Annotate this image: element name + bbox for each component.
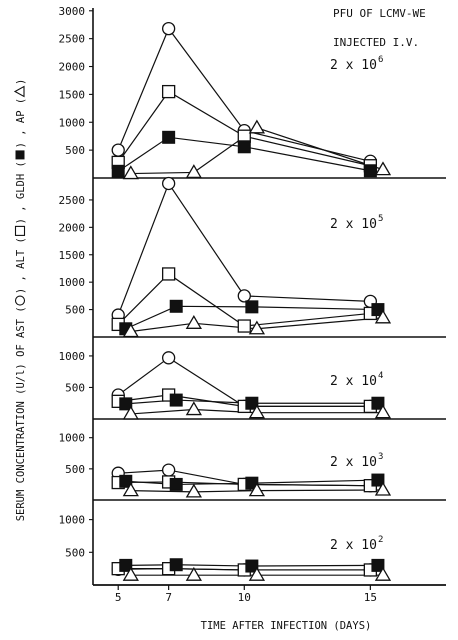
- x-tick-label: 5: [115, 591, 122, 604]
- point-alt: [163, 268, 175, 280]
- y-tick-label: 1000: [59, 350, 86, 363]
- y-tick-label: 2500: [59, 33, 86, 46]
- point-alt: [163, 86, 175, 98]
- point-ap: [124, 167, 138, 179]
- point-ap: [250, 121, 264, 133]
- point-ap: [187, 165, 201, 177]
- y-axis-label: SERUM CONCENTRATION (U/l) OF AST ( ) , AL…: [15, 79, 27, 522]
- point-ast: [163, 177, 175, 189]
- y-axis-label-part: ) , AP (: [15, 98, 27, 149]
- y-label-triangle-icon: [15, 87, 24, 97]
- point-gldh: [238, 141, 250, 153]
- dose-exponent: 2: [378, 535, 383, 545]
- dose-label: 2 x 10: [330, 455, 377, 470]
- y-tick-label: 1000: [59, 276, 86, 289]
- y-label-circle-icon: [16, 296, 25, 305]
- point-gldh: [112, 165, 124, 177]
- point-gldh: [246, 301, 258, 313]
- y-axis-label-part: ) , ALT (: [15, 237, 27, 294]
- point-ap: [187, 403, 201, 415]
- dose-exponent: 5: [378, 214, 383, 224]
- panel-1: 500 1000 1500 2000 2500 3000 2 x 10 6: [59, 5, 447, 179]
- point-ast: [163, 464, 175, 476]
- y-tick-label: 1000: [59, 432, 86, 445]
- y-tick-label: 500: [65, 546, 85, 559]
- dose-exponent: 6: [378, 55, 383, 65]
- y-tick-label: 1500: [59, 249, 86, 262]
- y-axis-label-rotated: SERUM CONCENTRATION (U/l) OF AST ( ) , AL…: [15, 79, 27, 522]
- point-gldh: [170, 559, 182, 571]
- point-ap: [187, 568, 201, 580]
- point-gldh: [163, 131, 175, 143]
- y-tick-label: 3000: [59, 5, 86, 18]
- y-tick-label: 1500: [59, 88, 86, 101]
- panel-5: 500 1000 2 x 10 2: [59, 514, 447, 585]
- y-tick-label: 500: [65, 381, 85, 394]
- y-axis-label-part: SERUM CONCENTRATION (U/l) OF AST (: [15, 306, 27, 521]
- point-gldh: [170, 394, 182, 406]
- point-ast: [163, 23, 175, 35]
- point-alt: [238, 320, 250, 332]
- dose-label: 2 x 10: [330, 58, 377, 73]
- y-label-square-icon: [16, 226, 25, 235]
- point-ast: [112, 144, 124, 156]
- y-tick-label: 500: [65, 463, 85, 476]
- y-axis-label-part: ): [15, 79, 27, 85]
- y-tick-label: 2500: [59, 194, 86, 207]
- point-ast: [238, 290, 250, 302]
- x-tick-label: 15: [364, 591, 377, 604]
- point-ast: [163, 352, 175, 364]
- point-gldh: [364, 165, 376, 177]
- panel-4: 500 1000 2 x 10 3: [59, 432, 447, 500]
- dose-exponent: 4: [378, 371, 383, 381]
- y-tick-label: 2000: [59, 221, 86, 234]
- y-label-filled-square-icon: [16, 150, 25, 159]
- header-line-1: PFU OF LCMV-WE: [333, 7, 426, 20]
- y-axis-label-part: ) , GLDH (: [15, 161, 27, 224]
- y-tick-label: 1000: [59, 514, 86, 527]
- dose-exponent: 3: [378, 452, 383, 462]
- panel-2: 500 1000 1500 2000 2500 2 x 10 5: [59, 177, 447, 337]
- x-tick-label: 10: [238, 591, 251, 604]
- panel-3: 500 1000 2 x 10 4: [59, 350, 447, 419]
- dose-label: 2 x 10: [330, 374, 377, 389]
- y-tick-label: 500: [65, 144, 85, 157]
- dose-label: 2 x 10: [330, 217, 377, 232]
- y-tick-label: 500: [65, 304, 85, 317]
- y-tick-label: 2000: [59, 61, 86, 74]
- point-gldh: [170, 478, 182, 490]
- x-tick-label: 7: [165, 591, 172, 604]
- point-ap: [187, 316, 201, 328]
- point-gldh: [170, 300, 182, 312]
- x-axis-label: TIME AFTER INFECTION (DAYS): [201, 620, 372, 632]
- dose-label: 2 x 10: [330, 538, 377, 553]
- y-tick-label: 1000: [59, 116, 86, 129]
- point-ap: [187, 485, 201, 497]
- header-line-2: INJECTED I.V.: [333, 36, 419, 49]
